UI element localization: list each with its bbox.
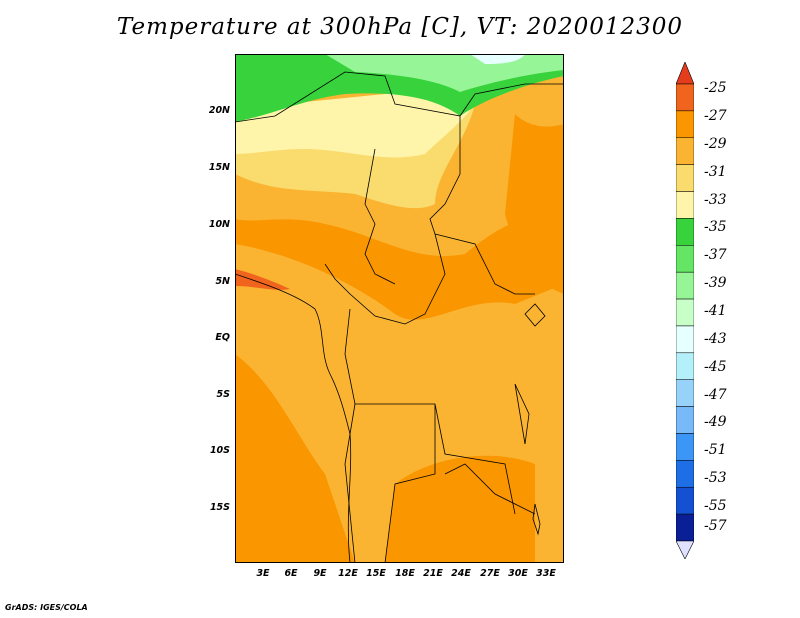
colorbar-swatch-2 bbox=[676, 137, 694, 165]
colorbar-swatch-5 bbox=[676, 218, 694, 246]
field-pale-band bbox=[235, 84, 485, 158]
colorbar-swatch-13 bbox=[676, 433, 694, 461]
field-west-dark bbox=[235, 216, 564, 320]
country-borders bbox=[235, 71, 564, 563]
colorbar bbox=[676, 62, 694, 559]
cb-label-4: -33 bbox=[704, 192, 727, 208]
field-warm-spot bbox=[235, 269, 290, 290]
cb-label-14: -53 bbox=[704, 470, 727, 486]
ytick-15n: 15N bbox=[208, 162, 230, 173]
cb-label-1: -27 bbox=[704, 108, 727, 124]
ytick-5n: 5N bbox=[215, 276, 230, 287]
cb-label-9: -43 bbox=[704, 331, 727, 347]
cb-label-16: -57 bbox=[704, 518, 727, 534]
credit-text: GrADS: IGES/COLA bbox=[5, 603, 88, 612]
cb-label-2: -29 bbox=[704, 136, 727, 152]
colorbar-swatch-4 bbox=[676, 191, 694, 219]
cb-label-13: -51 bbox=[704, 442, 727, 458]
cb-label-5: -35 bbox=[704, 219, 727, 235]
ytick-eq: EQ bbox=[215, 332, 230, 343]
xtick-30e: 30E bbox=[508, 568, 528, 579]
colorbar-swatch-14 bbox=[676, 460, 694, 488]
cb-label-7: -39 bbox=[704, 275, 727, 291]
cb-label-6: -37 bbox=[704, 247, 727, 263]
cb-label-10: -45 bbox=[704, 359, 727, 375]
ytick-5s: 5S bbox=[216, 389, 230, 400]
xtick-18e: 18E bbox=[395, 568, 415, 579]
colorbar-swatch-11 bbox=[676, 379, 694, 407]
great-lakes bbox=[514, 303, 546, 536]
colorbar-swatch-6 bbox=[676, 245, 694, 273]
field-se-dark bbox=[385, 455, 535, 563]
ytick-10s: 10S bbox=[209, 445, 230, 456]
ytick-15s: 15S bbox=[209, 502, 230, 513]
colorbar-bottom-triangle bbox=[676, 540, 694, 559]
xtick-24e: 24E bbox=[451, 568, 471, 579]
colorbar-swatch-15 bbox=[676, 486, 694, 515]
colorbar-swatch-10 bbox=[676, 352, 694, 380]
colorbar-swatch-12 bbox=[676, 406, 694, 434]
colorbar-swatch-0 bbox=[676, 83, 694, 112]
cb-label-15: -55 bbox=[704, 498, 727, 514]
map-title: Temperature at 300hPa [C], VT: 202001230… bbox=[116, 14, 684, 40]
colorbar-swatch-9 bbox=[676, 325, 694, 354]
cb-label-0: -25 bbox=[704, 80, 727, 96]
xtick-27e: 27E bbox=[480, 568, 500, 579]
colorbar-swatch-16 bbox=[676, 513, 694, 542]
field-light-green bbox=[325, 54, 564, 92]
xtick-9e: 9E bbox=[313, 568, 327, 579]
cb-label-11: -47 bbox=[704, 387, 727, 403]
cb-label-12: -49 bbox=[704, 414, 727, 430]
field-south-dark bbox=[235, 354, 355, 563]
temperature-map bbox=[235, 54, 564, 563]
xtick-12e: 12E bbox=[338, 568, 358, 579]
coastline bbox=[235, 273, 352, 563]
ytick-20n: 20N bbox=[208, 105, 230, 116]
xtick-21e: 21E bbox=[423, 568, 443, 579]
xtick-6e: 6E bbox=[284, 568, 298, 579]
colorbar-swatch-8 bbox=[676, 298, 694, 327]
colorbar-swatch-1 bbox=[676, 110, 694, 139]
cb-label-3: -31 bbox=[704, 164, 727, 180]
cb-label-8: -41 bbox=[704, 303, 727, 319]
map-frame bbox=[235, 54, 564, 563]
colorbar-top-triangle bbox=[676, 62, 694, 85]
colorbar-swatch-7 bbox=[676, 271, 694, 300]
field-pale-cyan bbox=[470, 54, 525, 64]
colorbar-swatch-3 bbox=[676, 164, 694, 192]
xtick-33e: 33E bbox=[536, 568, 556, 579]
xtick-3e: 3E bbox=[256, 568, 270, 579]
xtick-15e: 15E bbox=[366, 568, 386, 579]
field-east-dark bbox=[505, 114, 564, 294]
ytick-10n: 10N bbox=[208, 219, 230, 230]
